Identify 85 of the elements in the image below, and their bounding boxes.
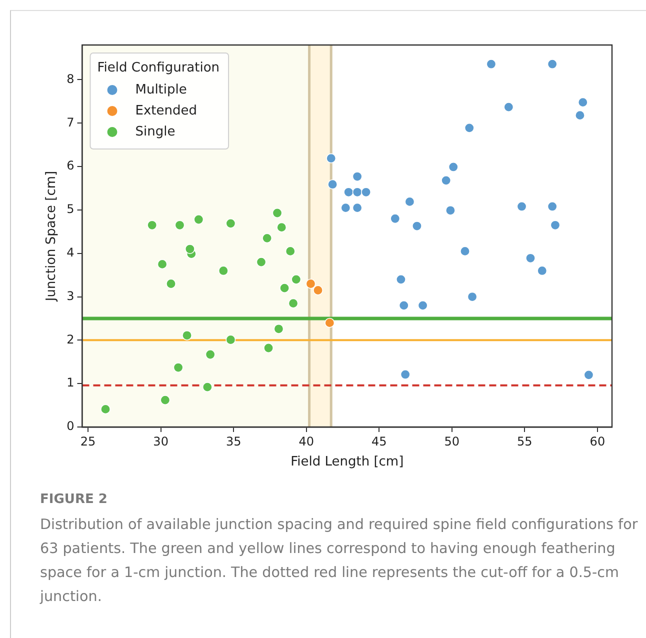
point — [264, 342, 274, 353]
y-tick-label: 1 — [66, 376, 74, 390]
point — [285, 246, 296, 256]
y-tick-label: 4 — [66, 245, 74, 260]
x-tick-label: 60 — [590, 434, 606, 448]
legend-label: Extended — [135, 103, 197, 118]
x-axis-title: Field Length [cm] — [290, 454, 404, 470]
point — [550, 220, 560, 230]
point — [173, 362, 184, 373]
legend-label: Multiple — [135, 82, 187, 98]
point — [157, 259, 168, 270]
x-tick-label: 30 — [153, 434, 168, 448]
y-tick-label: 5 — [66, 202, 74, 216]
point — [578, 97, 588, 108]
y-tick-label: 3 — [66, 288, 74, 303]
y-tick-label: 7 — [66, 115, 74, 130]
point — [547, 201, 558, 212]
point — [344, 187, 354, 198]
point — [464, 122, 474, 133]
point — [448, 162, 458, 172]
point — [460, 246, 470, 256]
point — [574, 110, 585, 120]
point — [182, 330, 192, 340]
point — [291, 274, 302, 284]
point — [313, 285, 324, 296]
point — [174, 220, 185, 230]
text: Distribution of available junction spacing and required spine field configurations for 63 patients. The green and yellow lines correspond to having enough feathering space for a 1-cm junction. The dotted red line represents the cut-off for a 0.5-cm junction. — [40, 516, 639, 607]
point — [272, 208, 282, 218]
point — [404, 196, 415, 207]
x-tick-label: 45 — [371, 434, 387, 448]
point — [352, 187, 362, 198]
point — [340, 202, 351, 213]
y-tick-label: 0 — [66, 419, 74, 434]
point — [412, 221, 422, 232]
point — [398, 300, 409, 310]
point — [352, 202, 362, 213]
x-tick-label: 25 — [80, 434, 96, 448]
point — [274, 324, 284, 334]
point — [390, 214, 400, 224]
legend-title: Field Configuration — [97, 60, 220, 76]
point — [202, 382, 212, 392]
caption: FIGURE 2 — [40, 492, 108, 507]
point — [326, 153, 336, 164]
point — [584, 370, 594, 380]
y-tick-label: 6 — [66, 158, 74, 173]
legend-label: Single — [135, 124, 176, 140]
point — [205, 350, 216, 360]
point — [288, 298, 298, 308]
point — [486, 59, 496, 70]
x-tick-label: 40 — [298, 434, 314, 448]
point — [537, 266, 548, 276]
x-tick-label: 35 — [226, 434, 242, 448]
point — [396, 274, 406, 284]
point — [361, 187, 372, 198]
point — [547, 59, 558, 70]
point — [147, 220, 158, 230]
point — [418, 300, 428, 310]
point — [306, 278, 316, 289]
point — [226, 334, 236, 345]
x-tick-label: 50 — [444, 434, 460, 448]
point — [400, 369, 410, 380]
point — [184, 244, 195, 254]
point — [194, 214, 204, 225]
point — [445, 205, 456, 216]
point — [256, 257, 266, 268]
point — [280, 283, 290, 294]
y-tick-label: 8 — [66, 72, 74, 86]
y-tick-label: 2 — [66, 332, 74, 346]
point — [262, 233, 272, 244]
point — [324, 318, 335, 328]
point — [226, 218, 236, 228]
point — [160, 395, 170, 406]
point — [328, 179, 338, 190]
point — [441, 175, 452, 186]
point — [504, 102, 514, 112]
point — [516, 201, 527, 212]
point — [467, 292, 478, 302]
y-axis-title: Junction Space [cm] — [44, 170, 60, 302]
point — [352, 172, 362, 182]
point — [525, 253, 536, 264]
point — [276, 222, 287, 232]
point — [166, 278, 176, 289]
x-tick-label: 55 — [517, 434, 532, 448]
point — [218, 266, 228, 276]
point — [100, 404, 111, 414]
